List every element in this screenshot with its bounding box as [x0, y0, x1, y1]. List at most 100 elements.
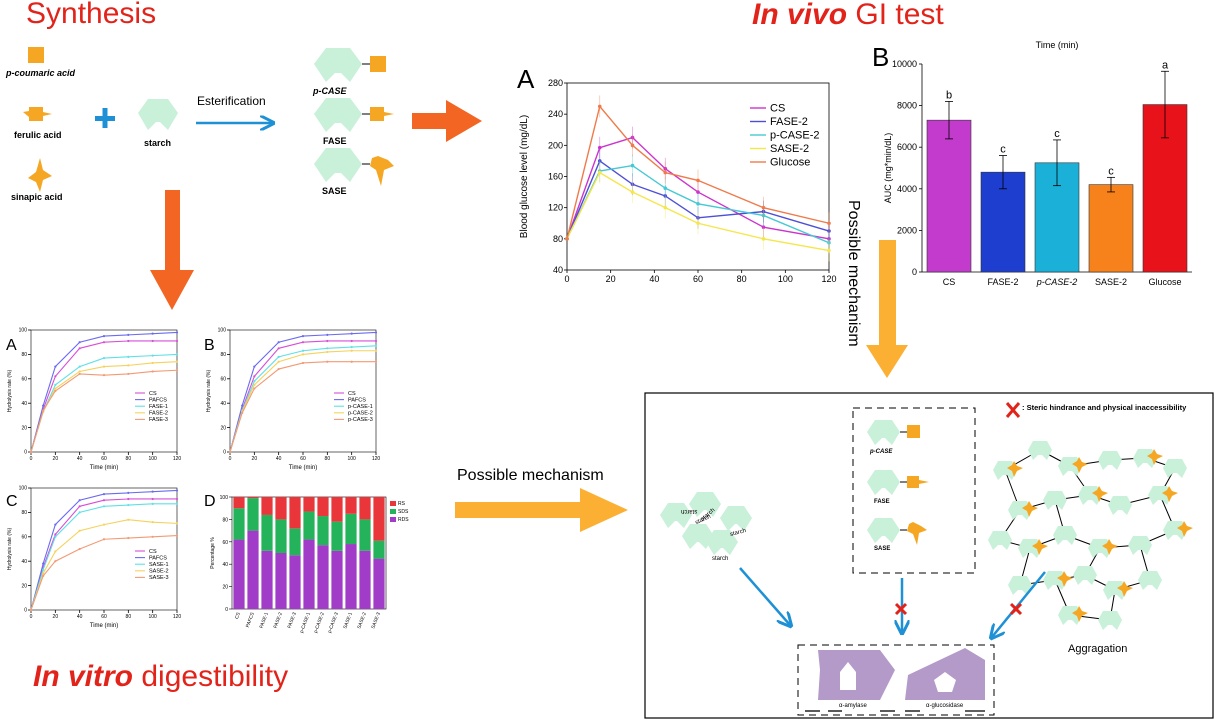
acid-unit-icon — [1072, 457, 1088, 473]
panel-letter: B — [872, 42, 889, 72]
category-label: SASE-3 — [370, 611, 382, 629]
products-dashed-box — [852, 407, 976, 574]
in-vivo-line-chart: 0 20 40 60 80 100 120 40 80 120 160 200 240 280 CSFASE… — [517, 64, 837, 284]
data-point — [277, 355, 280, 358]
fase-product-icon — [314, 98, 394, 132]
data-point — [326, 350, 329, 354]
starch-unit-icon — [1053, 526, 1077, 545]
data-point — [151, 339, 154, 343]
data-point — [350, 339, 353, 343]
y-tick-label: 60 — [220, 376, 226, 382]
category-label: FASE-2 — [987, 277, 1018, 287]
data-point — [241, 411, 244, 415]
stack-RS — [261, 497, 273, 515]
stack-SDS — [359, 519, 371, 551]
x-axis-label: Time (min) — [1036, 40, 1079, 50]
data-point — [42, 562, 45, 565]
significance-letter: c — [1000, 144, 1006, 156]
stack-RS — [303, 497, 315, 512]
data-point — [253, 380, 256, 383]
legend-label: p-CASE-3 — [348, 417, 373, 423]
legend-label: p-CASE-1 — [348, 404, 373, 410]
enzyme-label-glucosidase: α-glucosidase — [926, 703, 964, 709]
category-label: PAFCS — [245, 612, 256, 629]
in-vivo-title-italic: In vivo — [752, 0, 848, 31]
acid-unit-icon — [1022, 501, 1038, 517]
aggregation-network-icon — [988, 441, 1193, 630]
stack-SDS — [345, 513, 357, 545]
synthesis-to-invivo-arrow — [412, 100, 482, 142]
data-point — [54, 533, 57, 536]
series-line-FASE-3 — [30, 369, 178, 453]
x-tick-label: 0 — [229, 456, 232, 462]
x-tick-label: 120 — [372, 456, 381, 462]
data-point — [42, 404, 45, 407]
stack-SDS — [247, 498, 259, 531]
y-tick-label: 100 — [220, 495, 229, 501]
data-point — [175, 497, 179, 501]
enzyme-label-amylase: α-amylase — [839, 703, 867, 709]
data-point — [175, 522, 179, 525]
category-label: Glucose — [1148, 277, 1181, 287]
data-point — [127, 503, 130, 507]
category-label: p-CASE-2 — [1036, 277, 1078, 287]
legend-label: p-CASE-2 — [770, 130, 820, 142]
acid-unit-icon — [1007, 461, 1023, 477]
data-point — [102, 499, 106, 502]
x-axis-label: Time (min) — [289, 465, 317, 471]
x-tick-label: 120 — [173, 456, 182, 462]
data-point — [326, 360, 329, 363]
y-tick-label: 6000 — [897, 142, 917, 152]
data-point — [175, 331, 179, 334]
x-tick-label: 100 — [148, 456, 157, 462]
data-point — [597, 104, 602, 109]
data-point — [78, 547, 81, 551]
data-point — [151, 354, 154, 357]
y-axis-label: Blood glucose level (mg/dL) — [519, 115, 530, 238]
alpha-amylase-icon — [818, 650, 895, 700]
mech-fase-icon — [867, 470, 929, 495]
data-point — [374, 339, 378, 343]
starch-unit-icon — [1108, 496, 1132, 515]
x-tick-label: 40 — [77, 456, 83, 462]
x-tick-label: 60 — [300, 456, 306, 462]
x-tick-label: 120 — [821, 274, 836, 284]
data-point — [78, 529, 81, 532]
data-point — [175, 369, 179, 372]
starch-word-1: starch — [681, 508, 698, 514]
data-point — [54, 389, 57, 393]
data-point — [663, 205, 668, 210]
series-line-PAFCS — [30, 331, 178, 453]
legend-label: FASE-2 — [149, 411, 168, 417]
series-line-SASE-3 — [30, 535, 178, 611]
p-coumaric-acid-icon — [28, 47, 44, 63]
y-tick-label: 80 — [553, 234, 563, 244]
data-point — [102, 374, 106, 377]
x-tick-label: 80 — [126, 456, 132, 462]
y-tick-label: 100 — [19, 486, 28, 492]
in-vivo-title: In vivo GI test — [752, 0, 944, 32]
data-point — [350, 360, 353, 363]
y-tick-label: 60 — [21, 534, 27, 540]
legend-label: PAFCS — [348, 397, 366, 403]
data-point — [29, 608, 33, 612]
y-tick-label: 0 — [223, 450, 226, 456]
data-point — [301, 353, 305, 356]
stack-SDS — [261, 514, 273, 551]
possible-mechanism-label-vertical: Possible mechanism — [845, 200, 862, 347]
product-label-p-case: p-CASE — [313, 86, 347, 96]
data-point — [127, 372, 130, 376]
data-point — [301, 361, 305, 365]
data-point — [127, 333, 130, 336]
x-tick-label: 0 — [30, 456, 33, 462]
stack-RS — [345, 497, 357, 514]
panel-letter: D — [204, 493, 216, 510]
y-tick-label: 40 — [21, 559, 27, 565]
product-label-sase: SASE — [322, 186, 347, 196]
alpha-glucosidase-icon — [905, 648, 985, 700]
starch-unit-icon — [1028, 441, 1052, 460]
y-tick-label: 80 — [21, 352, 27, 358]
y-tick-label: 40 — [222, 562, 228, 568]
legend-label: p-CASE-2 — [348, 411, 373, 417]
y-tick-label: 0 — [24, 608, 27, 614]
